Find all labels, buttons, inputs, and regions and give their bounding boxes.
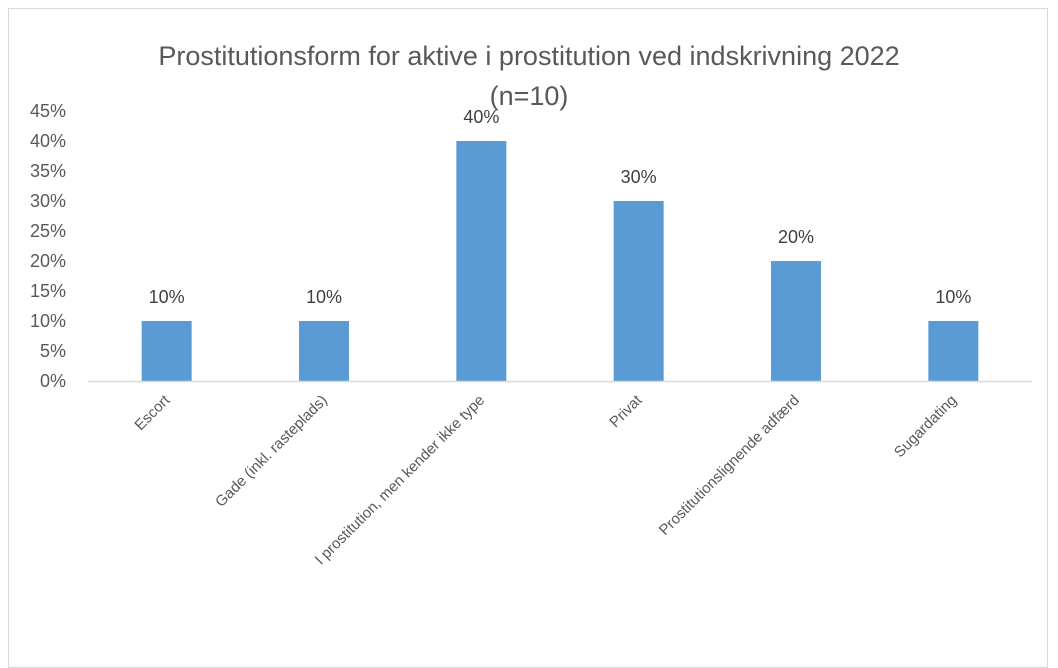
bars-group (141, 141, 979, 381)
data-label: 30% (621, 167, 657, 187)
y-tick-label: 10% (30, 311, 66, 331)
bar (141, 321, 192, 381)
data-label: 10% (149, 287, 185, 307)
x-tick-label: Privat (606, 391, 646, 431)
y-tick-label: 45% (30, 101, 66, 121)
data-label: 20% (778, 227, 814, 247)
y-tick-label: 5% (40, 341, 66, 361)
chart-title-line-2: (n=10) (489, 81, 569, 111)
data-label: 10% (935, 287, 971, 307)
x-tick-label: Escort (131, 391, 174, 434)
bar (928, 321, 979, 381)
x-tick-label: Prostitutionslignende adfærd (656, 392, 803, 539)
x-tick-label: Sugardating (891, 392, 960, 461)
x-tick-label: Gade (inkl. rasteplads) (212, 392, 331, 511)
y-axis: 0% 5% 10% 15% 20% 25% 30% 35% 40% 45% (30, 101, 66, 391)
y-tick-label: 25% (30, 221, 66, 241)
x-axis-labels: Escort Gade (inkl. rasteplads)I prostitut… (131, 391, 960, 568)
data-label: 40% (463, 107, 499, 127)
data-labels-group: 10% 10% 40% 30% 20% 10% (149, 107, 972, 307)
y-tick-label: 30% (30, 191, 66, 211)
bar (456, 141, 507, 381)
chart-title-line-1: Prostitutionsform for aktive i prostitut… (158, 41, 900, 71)
x-tick-label: I prostitution, men kender ikke type (312, 392, 489, 569)
data-label: 10% (306, 287, 342, 307)
bar (771, 261, 821, 381)
bar-chart-plot: 0% 5% 10% 15% 20% 25% 30% 35% 40% 45% 10% 10% 40% 30… (30, 101, 1032, 568)
y-tick-label: 40% (30, 131, 66, 151)
y-tick-label: 15% (30, 281, 66, 301)
y-tick-label: 20% (30, 251, 66, 271)
chart-title: Prostitutionsform for aktive i prostitut… (0, 36, 1058, 116)
bar (299, 321, 349, 381)
y-tick-label: 0% (40, 371, 66, 391)
y-tick-label: 35% (30, 161, 66, 181)
bar (613, 201, 664, 381)
